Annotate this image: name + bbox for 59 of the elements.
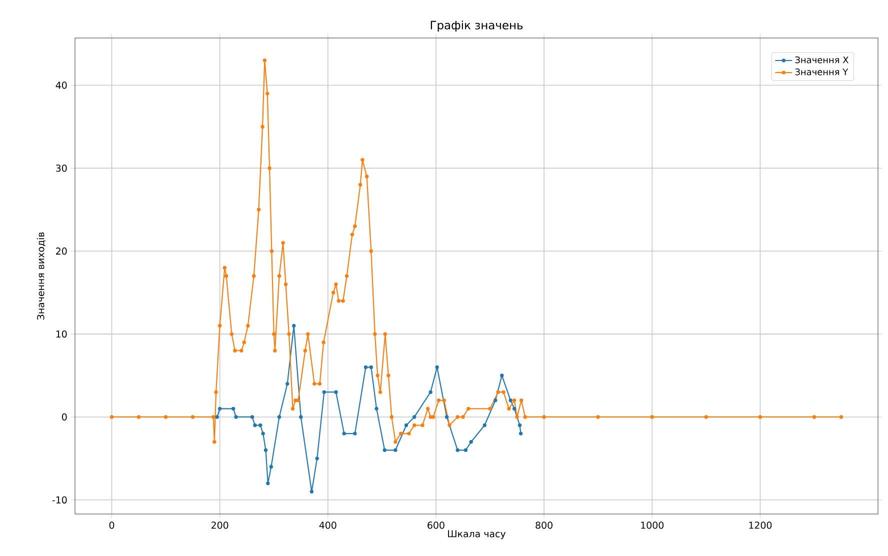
point — [404, 423, 408, 428]
point — [374, 406, 378, 411]
point — [299, 415, 303, 419]
legend-label: Значення X — [795, 56, 848, 64]
point — [412, 415, 416, 419]
point — [269, 464, 274, 469]
point — [253, 423, 257, 428]
y-tick-label: 30 — [56, 164, 67, 172]
legend-label: Значення Y — [795, 68, 848, 76]
point — [250, 415, 254, 419]
point — [264, 448, 268, 452]
x-tick-label: 600 — [428, 522, 444, 529]
point — [258, 423, 262, 428]
point — [369, 365, 373, 370]
y-axis-title: Значення виходів — [36, 232, 46, 320]
point — [518, 432, 523, 436]
y-tick-label: 20 — [56, 248, 67, 255]
x-tick-label: 800 — [536, 522, 552, 529]
point — [261, 432, 265, 436]
point — [469, 440, 473, 444]
point — [394, 448, 398, 452]
y-tick-label: 10 — [56, 330, 67, 338]
point — [435, 365, 439, 370]
point — [292, 324, 296, 328]
x-tick-label: 1200 — [749, 522, 772, 529]
point — [315, 456, 319, 460]
point — [428, 390, 432, 394]
point — [277, 415, 282, 419]
point — [218, 406, 222, 411]
point — [382, 448, 386, 452]
point — [364, 365, 368, 370]
point — [494, 398, 498, 402]
point — [266, 481, 270, 486]
point — [234, 415, 238, 419]
x-tick-label: 0 — [109, 522, 114, 529]
point — [518, 423, 522, 428]
point — [500, 374, 504, 378]
x-tick-label: 1000 — [641, 522, 664, 529]
x-tick-label: 400 — [319, 522, 336, 529]
y-tick-label: -10 — [52, 496, 67, 504]
point — [215, 415, 219, 419]
point — [464, 448, 468, 452]
point — [286, 382, 290, 386]
point — [231, 406, 236, 411]
point — [342, 432, 346, 436]
y-tick-label: 0 — [62, 413, 67, 421]
point — [456, 448, 460, 452]
point — [444, 415, 449, 419]
point — [512, 406, 516, 411]
point — [322, 390, 326, 394]
point — [334, 390, 338, 394]
chart-title: Графік значень — [430, 20, 523, 32]
x-tick-label: 200 — [211, 522, 228, 529]
x-axis-title: Шкала часу — [448, 530, 506, 540]
point — [310, 490, 314, 494]
point — [353, 432, 357, 436]
y-tick-label: 40 — [56, 82, 67, 89]
point — [482, 423, 486, 428]
point — [508, 398, 512, 402]
